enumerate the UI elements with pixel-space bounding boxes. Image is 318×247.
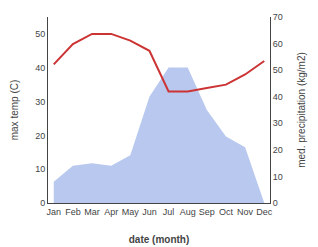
svg-text:Sep: Sep	[199, 207, 215, 217]
svg-text:Dec: Dec	[256, 207, 273, 217]
svg-text:40: 40	[35, 63, 45, 73]
svg-text:Aug: Aug	[180, 207, 196, 217]
svg-text:30: 30	[35, 97, 45, 107]
svg-text:med. precipitation (kg/m2): med. precipitation (kg/m2)	[296, 52, 307, 168]
svg-text:May: May	[122, 207, 140, 217]
svg-text:Jun: Jun	[142, 207, 157, 217]
svg-text:max temp (C): max temp (C)	[9, 80, 20, 141]
svg-text:30: 30	[273, 118, 283, 128]
svg-text:20: 20	[35, 131, 45, 141]
svg-text:60: 60	[273, 39, 283, 49]
svg-text:Jul: Jul	[163, 207, 175, 217]
svg-text:50: 50	[35, 29, 45, 39]
svg-text:Jan: Jan	[46, 207, 61, 217]
svg-text:Mar: Mar	[84, 207, 100, 217]
svg-text:Feb: Feb	[65, 207, 81, 217]
svg-text:20: 20	[273, 145, 283, 155]
svg-text:70: 70	[273, 12, 283, 22]
svg-text:date (month): date (month)	[129, 234, 190, 245]
svg-text:0: 0	[273, 198, 278, 208]
svg-text:10: 10	[35, 164, 45, 174]
svg-text:50: 50	[273, 65, 283, 75]
svg-text:10: 10	[273, 172, 283, 182]
svg-text:Nov: Nov	[237, 207, 254, 217]
svg-text:Apr: Apr	[104, 207, 118, 217]
svg-text:Oct: Oct	[219, 207, 234, 217]
svg-text:0: 0	[40, 198, 45, 208]
svg-text:40: 40	[273, 92, 283, 102]
